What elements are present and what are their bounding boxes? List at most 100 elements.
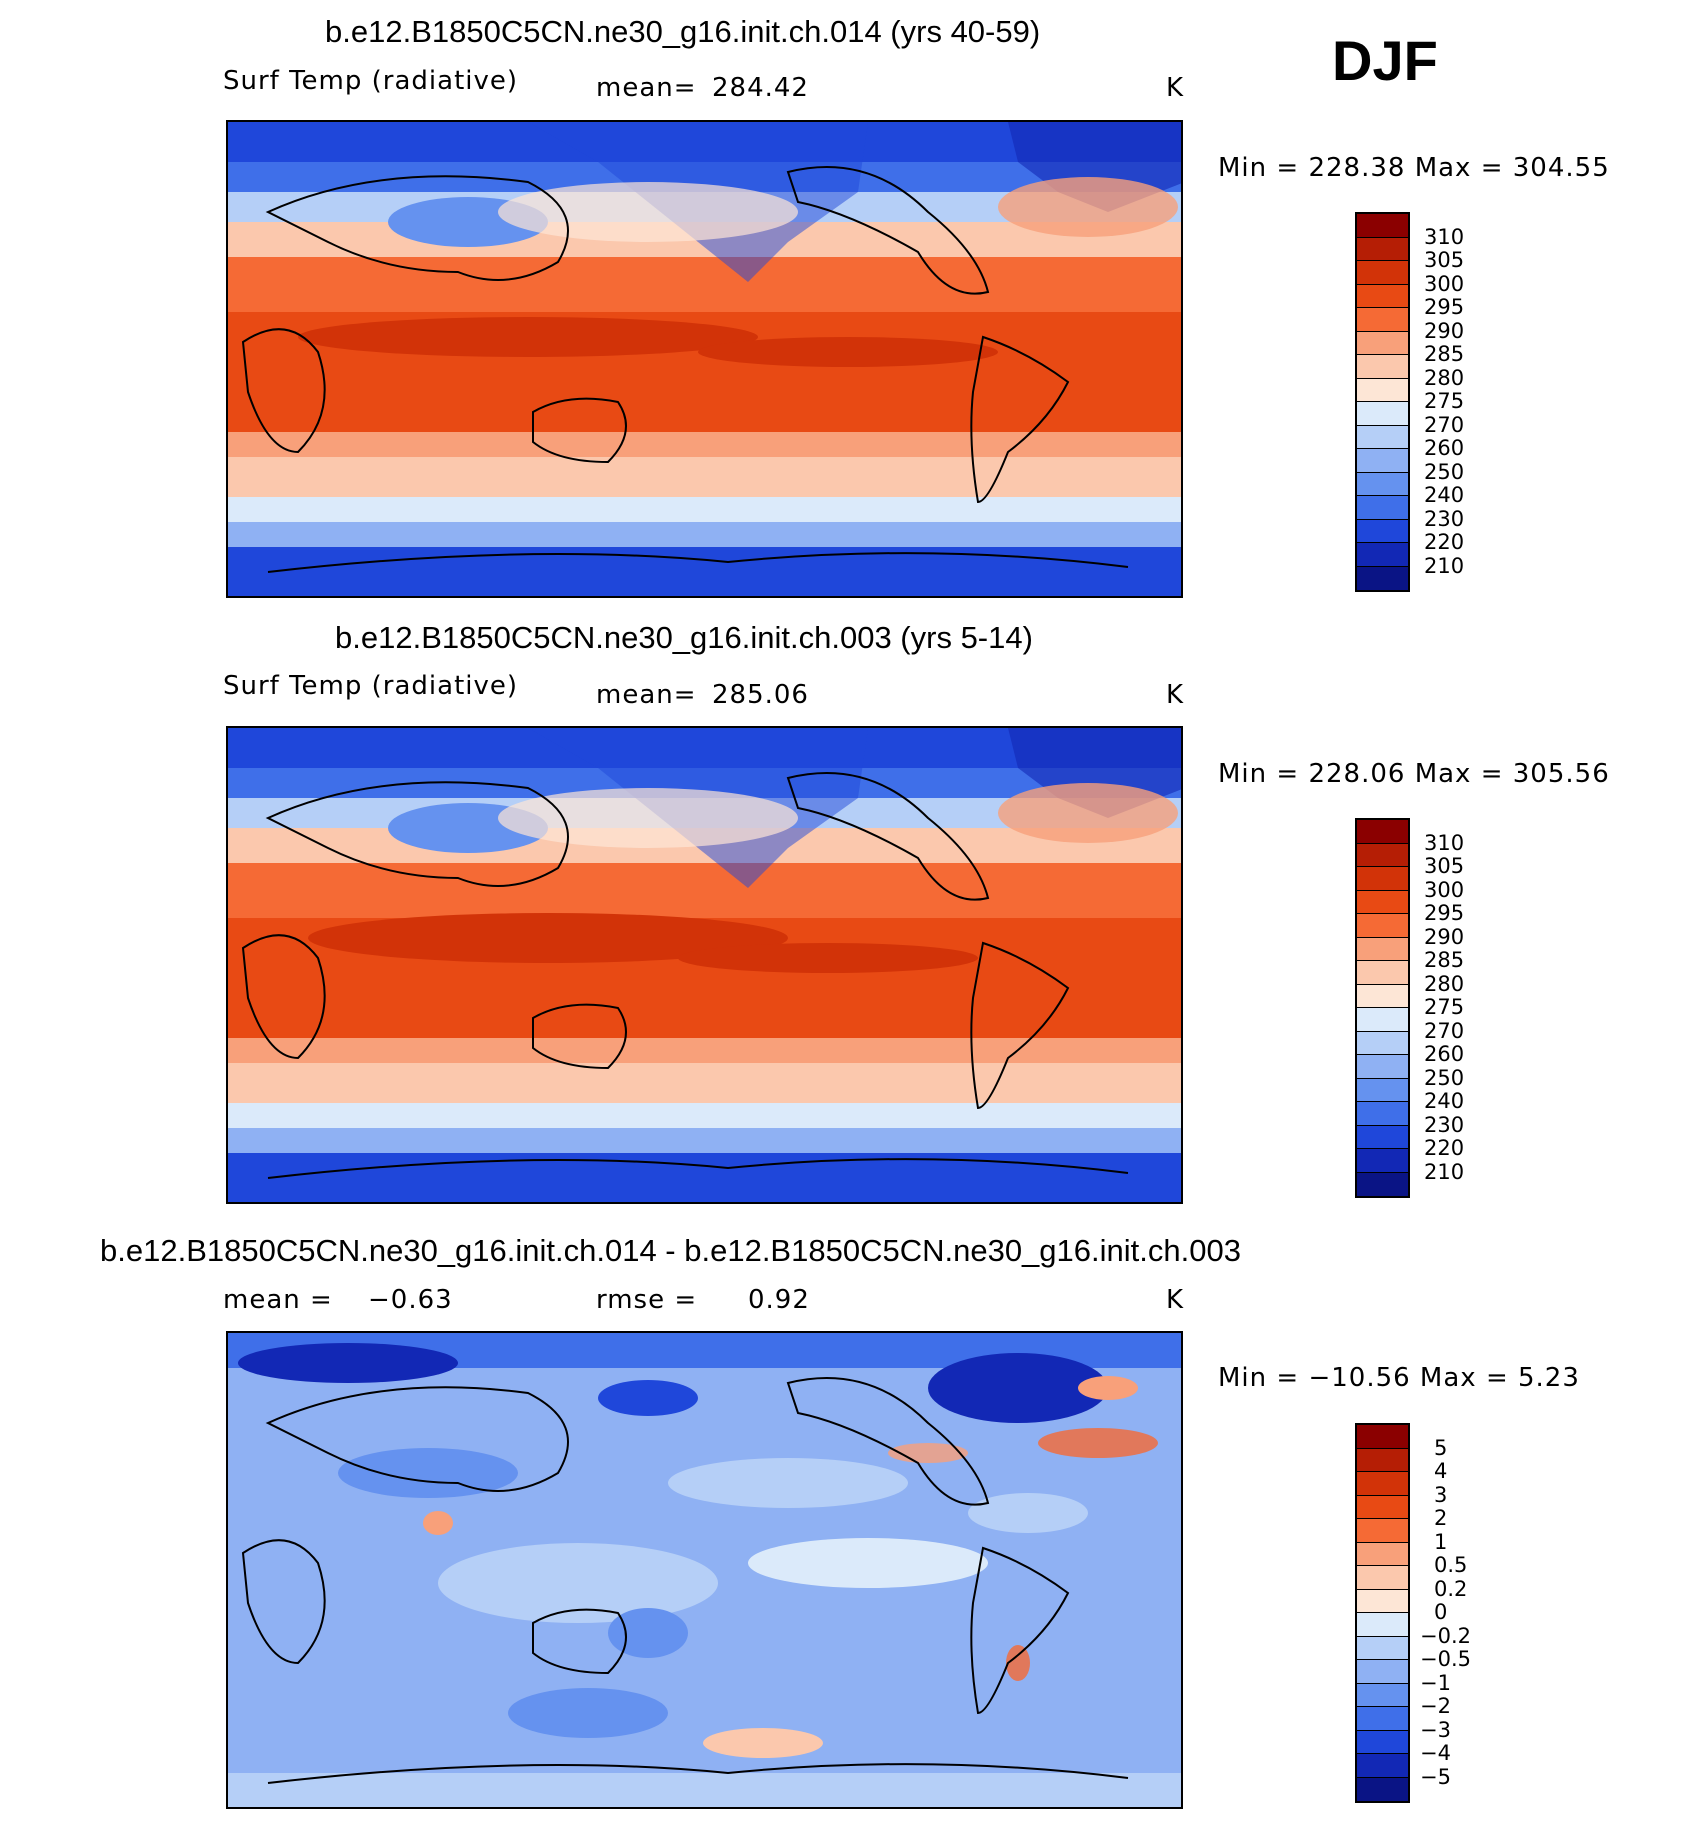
panel3-rmse-label: rmse = — [596, 1285, 698, 1315]
colorbar-tick-label: 5 — [1434, 1436, 1448, 1460]
colorbar-tick-label: 300 — [1424, 272, 1465, 296]
colorbar-tick-label: 260 — [1424, 436, 1465, 460]
panel1-mean-value: 284.42 — [712, 73, 809, 103]
panel3-colorbar-swatch — [1357, 1566, 1408, 1590]
panel2-title: b.e12.B1850C5CN.ne30_g16.init.ch.003 (yr… — [335, 620, 1033, 655]
colorbar-tick-label: 280 — [1424, 366, 1465, 390]
colorbar-tick-label: 0.5 — [1434, 1553, 1468, 1577]
colorbar-tick-label: 300 — [1424, 878, 1465, 902]
panel1-colorbar-swatch — [1357, 425, 1408, 449]
colorbar-tick-label: 290 — [1424, 925, 1465, 949]
panel2-variable: Surf Temp (radiative) — [223, 671, 519, 701]
panel2-mean-value: 285.06 — [712, 680, 809, 710]
colorbar-tick-label: 250 — [1424, 1066, 1465, 1090]
colorbar-tick-label: −0.2 — [1420, 1624, 1471, 1648]
panel1-colorbar — [1355, 212, 1410, 592]
panel3-colorbar-swatch — [1357, 1707, 1408, 1731]
colorbar-tick-label: 310 — [1424, 831, 1465, 855]
colorbar-tick-label: −0.5 — [1420, 1647, 1471, 1671]
panel3-colorbar-swatch — [1357, 1636, 1408, 1660]
panel3-colorbar-swatch — [1357, 1472, 1408, 1496]
panel2-colorbar — [1355, 818, 1410, 1198]
panel2-colorbar-labels: 310 305 300 295 290 285 280 275 270 260 … — [1424, 818, 1494, 1194]
panel1-variable: Surf Temp (radiative) — [223, 66, 519, 96]
colorbar-tick-label: 240 — [1424, 1089, 1465, 1113]
colorbar-tick-label: 250 — [1424, 460, 1465, 484]
panel1-colorbar-swatch — [1357, 214, 1408, 238]
panel3-colorbar-swatch — [1357, 1613, 1408, 1637]
colorbar-tick-label: 4 — [1434, 1459, 1448, 1483]
panel2-colorbar-swatch — [1357, 843, 1408, 867]
panel2-colorbar-swatch — [1357, 890, 1408, 914]
colorbar-tick-label: 275 — [1424, 995, 1465, 1019]
panel2-colorbar-swatch — [1357, 867, 1408, 891]
colorbar-tick-label: 270 — [1424, 1019, 1465, 1043]
panel3-colorbar-swatch — [1357, 1425, 1408, 1449]
panel2-colorbar-swatch — [1357, 1102, 1408, 1126]
panel2-colorbar-swatch — [1357, 1008, 1408, 1032]
panel1-colorbar-swatch — [1357, 519, 1408, 543]
panel3-mean-label: mean = — [223, 1285, 333, 1315]
panel3-mean-value: −0.63 — [368, 1285, 453, 1315]
panel3-colorbar-swatch — [1357, 1730, 1408, 1754]
panel3-rmse-value: 0.92 — [748, 1285, 810, 1315]
colorbar-tick-label: 295 — [1424, 901, 1465, 925]
panel3-colorbar-swatch — [1357, 1777, 1408, 1801]
colorbar-tick-label: 210 — [1424, 554, 1465, 578]
panel1-colorbar-swatch — [1357, 331, 1408, 355]
panel3-colorbar-labels: 5 4 3 2 1 0.5 0.2 0 −0.2 −0.5 −1 −2 −3 −… — [1420, 1423, 1510, 1799]
panel2-colorbar-swatch — [1357, 914, 1408, 938]
panel1-colorbar-swatch — [1357, 449, 1408, 473]
panel1-mean-label: mean= — [596, 73, 697, 103]
panel1-colorbar-swatch — [1357, 284, 1408, 308]
colorbar-tick-label: −5 — [1420, 1765, 1451, 1789]
colorbar-tick-label: −3 — [1420, 1718, 1451, 1742]
panel2-mean-label: mean= — [596, 680, 697, 710]
colorbar-tick-label: 290 — [1424, 319, 1465, 343]
colorbar-tick-label: 230 — [1424, 507, 1465, 531]
panel2-colorbar-swatch — [1357, 1149, 1408, 1173]
panel1-colorbar-labels: 310 305 300 295 290 285 280 275 270 260 … — [1424, 212, 1494, 588]
colorbar-tick-label: 295 — [1424, 295, 1465, 319]
panel1-colorbar-swatch — [1357, 237, 1408, 261]
colorbar-tick-label: 305 — [1424, 854, 1465, 878]
panel1-colorbar-swatch — [1357, 402, 1408, 426]
panel2-colorbar-swatch — [1357, 1031, 1408, 1055]
panel3-colorbar-swatch — [1357, 1589, 1408, 1613]
panel2-colorbar-swatch — [1357, 984, 1408, 1008]
colorbar-tick-label: 275 — [1424, 389, 1465, 413]
panel3-colorbar — [1355, 1423, 1410, 1803]
colorbar-tick-label: 0.2 — [1434, 1577, 1468, 1601]
colorbar-tick-label: −1 — [1420, 1671, 1451, 1695]
panel1-colorbar-swatch — [1357, 566, 1408, 590]
colorbar-tick-label: 280 — [1424, 972, 1465, 996]
panel3-colorbar-swatch — [1357, 1683, 1408, 1707]
panel3-colorbar-swatch — [1357, 1542, 1408, 1566]
colorbar-tick-label: 240 — [1424, 483, 1465, 507]
colorbar-tick-label: 220 — [1424, 530, 1465, 554]
panel2-colorbar-swatch — [1357, 1055, 1408, 1079]
colorbar-tick-label: 260 — [1424, 1042, 1465, 1066]
panel1-title: b.e12.B1850C5CN.ne30_g16.init.ch.014 (yr… — [325, 14, 1041, 49]
colorbar-tick-label: 230 — [1424, 1113, 1465, 1137]
colorbar-tick-label: 0 — [1434, 1600, 1448, 1624]
panel1-colorbar-swatch — [1357, 261, 1408, 285]
panel3-colorbar-swatch — [1357, 1660, 1408, 1684]
panel3-map — [226, 1331, 1183, 1809]
panel1-units: K — [1166, 73, 1185, 103]
panel3-minmax: Min = −10.56 Max = 5.23 — [1218, 1363, 1580, 1393]
panel3-colorbar-swatch — [1357, 1448, 1408, 1472]
colorbar-tick-label: 305 — [1424, 248, 1465, 272]
colorbar-tick-label: 285 — [1424, 948, 1465, 972]
colorbar-tick-label: 1 — [1434, 1530, 1448, 1554]
panel3-title: b.e12.B1850C5CN.ne30_g16.init.ch.014 - b… — [100, 1233, 1241, 1268]
colorbar-tick-label: 3 — [1434, 1483, 1448, 1507]
panel2-colorbar-swatch — [1357, 937, 1408, 961]
panel2-colorbar-swatch — [1357, 820, 1408, 844]
colorbar-tick-label: 2 — [1434, 1506, 1448, 1530]
panel3-units: K — [1166, 1285, 1185, 1315]
colorbar-tick-label: 310 — [1424, 225, 1465, 249]
colorbar-tick-label: −4 — [1420, 1741, 1451, 1765]
colorbar-tick-label: −2 — [1420, 1694, 1451, 1718]
panel2-colorbar-swatch — [1357, 1172, 1408, 1196]
